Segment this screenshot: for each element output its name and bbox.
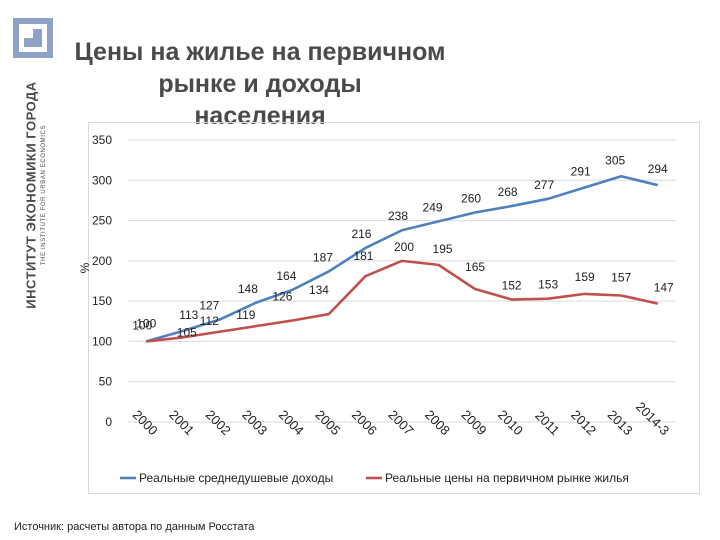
- page-title-line1: Цены на жилье на первичном рынке и доход…: [74, 38, 446, 98]
- data-label: 147: [654, 281, 674, 295]
- x-tick-label: 2000: [130, 407, 161, 438]
- legend-entry: Реальные среднедушевые доходы: [139, 471, 333, 485]
- data-label: 100: [132, 318, 152, 332]
- data-label: 119: [236, 308, 255, 322]
- data-label: 291: [571, 165, 591, 179]
- y-tick-label: 0: [105, 415, 112, 429]
- data-label: 238: [388, 209, 408, 223]
- x-tick-label: 2001: [166, 407, 197, 438]
- data-label: 134: [309, 283, 329, 297]
- data-label: 187: [313, 250, 333, 264]
- x-tick-label: 2005: [312, 407, 343, 438]
- y-tick-label: 300: [92, 173, 112, 187]
- data-label: 216: [351, 227, 371, 241]
- data-label: 165: [465, 260, 485, 274]
- data-label: 112: [200, 314, 219, 328]
- data-label: 195: [433, 242, 453, 256]
- x-tick-label: 2009: [458, 407, 489, 438]
- x-tick-label: 2010: [495, 407, 526, 438]
- y-axis-label: %: [78, 262, 92, 273]
- data-label: 127: [199, 299, 219, 313]
- data-label: 181: [353, 249, 373, 263]
- x-tick-label: 2006: [349, 407, 380, 438]
- data-label: 268: [498, 185, 518, 199]
- data-label: 152: [502, 279, 522, 293]
- data-label: 113: [179, 308, 198, 322]
- y-tick-label: 50: [99, 375, 113, 389]
- chart-frame: [88, 122, 700, 494]
- data-label: 153: [538, 278, 558, 292]
- y-tick-label: 200: [92, 254, 112, 268]
- x-tick-label: 2003: [239, 407, 270, 438]
- data-label: 126: [272, 289, 292, 303]
- x-tick-label: 2004: [276, 407, 307, 438]
- page-title-line2: населения: [194, 102, 326, 130]
- data-label: 148: [238, 282, 258, 296]
- data-label: 305: [605, 153, 625, 167]
- data-label: 249: [423, 200, 443, 214]
- legend-entry: Реальные цены на первичном рынке жилья: [385, 471, 629, 485]
- x-tick-label: 2007: [385, 407, 416, 438]
- data-label: 105: [177, 325, 197, 339]
- series-line-prices: [146, 259, 659, 343]
- x-tick-label: 2012: [568, 407, 599, 438]
- data-label: 294: [648, 162, 668, 176]
- x-tick-label: 2002: [203, 407, 234, 438]
- data-label: 200: [394, 240, 414, 254]
- page-title: Цены на жилье на первичном рынке и доход…: [50, 36, 470, 132]
- data-label: 277: [534, 178, 554, 192]
- x-tick-label: 2011: [532, 408, 562, 438]
- data-label: 159: [575, 270, 595, 284]
- y-tick-label: 250: [92, 214, 112, 228]
- x-tick-label: 2013: [605, 407, 636, 438]
- x-tick-label: 2008: [422, 407, 453, 438]
- series-line-income: [145, 174, 659, 343]
- y-tick-label: 150: [92, 294, 112, 308]
- y-tick-label: 100: [92, 334, 112, 348]
- data-label: 164: [276, 269, 296, 283]
- institute-logo-icon: [13, 18, 53, 58]
- data-label: 260: [461, 192, 481, 206]
- data-label: 157: [611, 271, 631, 285]
- source-note: Источник: расчеты автора по данным Росст…: [14, 521, 255, 533]
- x-tick-label: 2014-3: [633, 399, 672, 438]
- y-tick-label: 350: [92, 133, 112, 147]
- data-label: 100: [136, 316, 156, 330]
